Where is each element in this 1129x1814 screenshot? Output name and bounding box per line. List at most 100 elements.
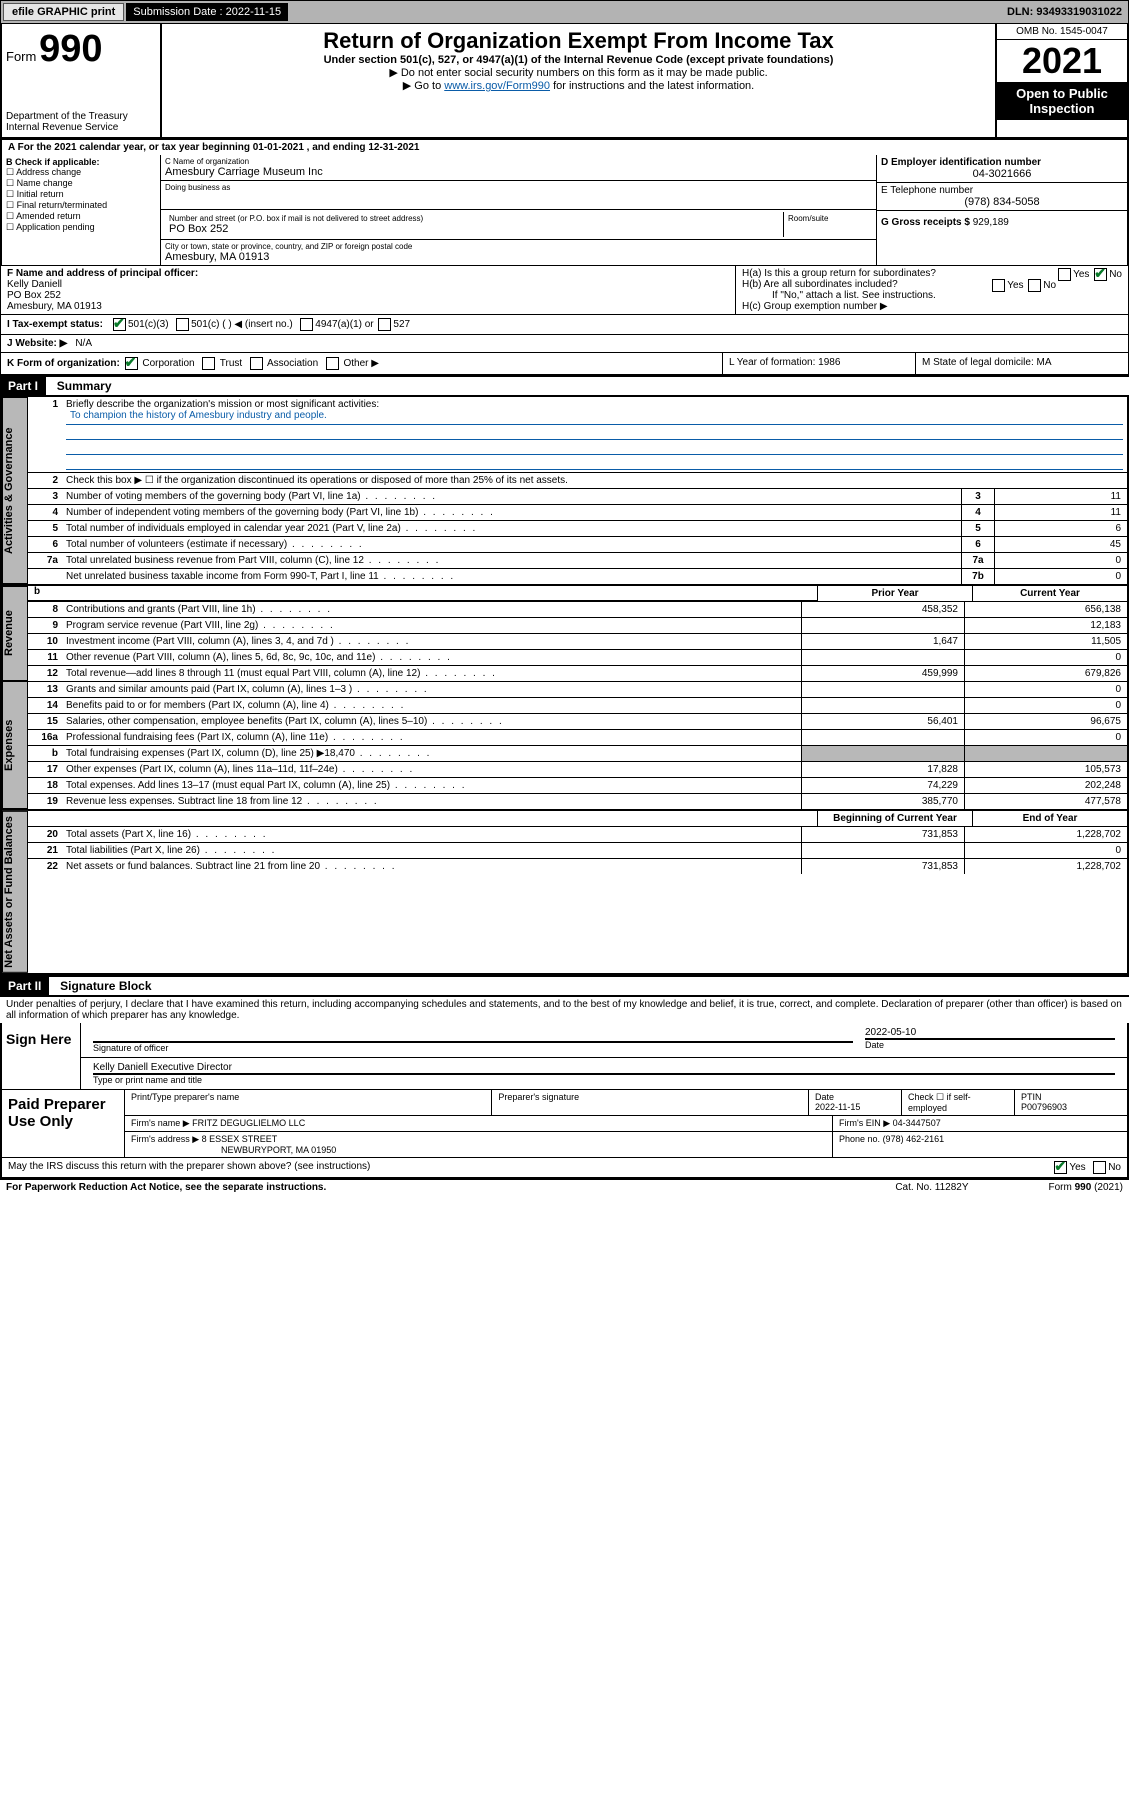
section-netassets: Net Assets or Fund Balances Beginning of… bbox=[0, 809, 1129, 975]
perjury-declaration: Under penalties of perjury, I declare th… bbox=[0, 997, 1129, 1023]
side-expenses: Expenses bbox=[2, 681, 28, 809]
form-number: 990 bbox=[39, 28, 102, 70]
subtitle-2: ▶ Do not enter social security numbers o… bbox=[166, 66, 991, 79]
l-year-formation: L Year of formation: 1986 bbox=[723, 353, 916, 374]
open-to-public: Open to Public Inspection bbox=[997, 82, 1127, 120]
i-tax-exempt: I Tax-exempt status: 501(c)(3) 501(c) ( … bbox=[0, 315, 1129, 335]
summary-row: 15Salaries, other compensation, employee… bbox=[28, 713, 1127, 729]
ptin-value: P00796903 bbox=[1021, 1102, 1067, 1112]
sign-here-label: Sign Here bbox=[2, 1023, 80, 1089]
summary-row: 21Total liabilities (Part X, line 26)0 bbox=[28, 842, 1127, 858]
summary-row: 3Number of voting members of the governi… bbox=[28, 488, 1127, 504]
sig-officer-label: Signature of officer bbox=[93, 1041, 853, 1053]
summary-row: 6Total number of volunteers (estimate if… bbox=[28, 536, 1127, 552]
section-expenses: Expenses 13Grants and similar amounts pa… bbox=[0, 681, 1129, 809]
sig-date: 2022-05-10 bbox=[865, 1027, 1115, 1038]
side-ag: Activities & Governance bbox=[2, 397, 28, 584]
firm-name: FRITZ DEGUGLIELMO LLC bbox=[192, 1118, 305, 1128]
summary-row: 5Total number of individuals employed in… bbox=[28, 520, 1127, 536]
signature-block: Sign Here Signature of officer 2022-05-1… bbox=[0, 1023, 1129, 1179]
cat-no: Cat. No. 11282Y bbox=[895, 1182, 968, 1193]
summary-row: 19Revenue less expenses. Subtract line 1… bbox=[28, 793, 1127, 809]
col-beginning: Beginning of Current Year bbox=[817, 811, 972, 826]
gross-receipts-value: 929,189 bbox=[973, 217, 1009, 228]
paid-preparer-label: Paid Preparer Use Only bbox=[2, 1090, 124, 1157]
street-label: Number and street (or P.O. box if mail i… bbox=[169, 214, 779, 223]
tax-year: 2021 bbox=[997, 40, 1127, 82]
phone-label: E Telephone number bbox=[881, 185, 1123, 196]
side-netassets: Net Assets or Fund Balances bbox=[2, 811, 28, 973]
prep-sig-label: Preparer's signature bbox=[492, 1090, 809, 1115]
dba-label: Doing business as bbox=[165, 183, 872, 192]
summary-row: 4Number of independent voting members of… bbox=[28, 504, 1127, 520]
b-opt-pending: ☐ Application pending bbox=[6, 222, 156, 233]
summary-row: 20Total assets (Part X, line 16)731,8531… bbox=[28, 826, 1127, 842]
summary-row: 9Program service revenue (Part VIII, lin… bbox=[28, 617, 1127, 633]
firm-addr1: 8 ESSEX STREET bbox=[202, 1134, 278, 1144]
officer-name: Kelly Daniell bbox=[7, 279, 729, 290]
summary-row: 8Contributions and grants (Part VIII, li… bbox=[28, 601, 1127, 617]
omb-number: OMB No. 1545-0047 bbox=[997, 24, 1127, 40]
c-name-label: C Name of organization bbox=[165, 157, 872, 166]
discuss-row: May the IRS discuss this return with the… bbox=[2, 1157, 1127, 1177]
summary-row: Net unrelated business taxable income fr… bbox=[28, 568, 1127, 584]
summary-row: 22Net assets or fund balances. Subtract … bbox=[28, 858, 1127, 874]
summary-row: 7aTotal unrelated business revenue from … bbox=[28, 552, 1127, 568]
org-name: Amesbury Carriage Museum Inc bbox=[165, 166, 872, 178]
submission-date: Submission Date : 2022-11-15 bbox=[126, 3, 288, 21]
mission-text: To champion the history of Amesbury indu… bbox=[66, 410, 1123, 425]
efile-button[interactable]: efile GRAPHIC print bbox=[3, 3, 124, 21]
form-word: Form bbox=[6, 49, 36, 64]
form-title: Return of Organization Exempt From Incom… bbox=[166, 28, 991, 54]
b-opt-address: ☐ Address change bbox=[6, 167, 156, 178]
summary-row: 14Benefits paid to or for members (Part … bbox=[28, 697, 1127, 713]
part2-bar: Part II Signature Block bbox=[0, 975, 1129, 997]
phone-value: (978) 834-5058 bbox=[881, 196, 1123, 208]
irs-link[interactable]: www.irs.gov/Form990 bbox=[444, 80, 550, 92]
summary-row: bTotal fundraising expenses (Part IX, co… bbox=[28, 745, 1127, 761]
summary-row: 18Total expenses. Add lines 13–17 (must … bbox=[28, 777, 1127, 793]
officer-addr2: Amesbury, MA 01913 bbox=[7, 301, 729, 312]
prep-date: 2022-11-15 bbox=[815, 1102, 860, 1112]
dln-label: DLN: 93493319031022 bbox=[1007, 6, 1128, 18]
firm-phone: (978) 462-2161 bbox=[883, 1134, 945, 1144]
col-end: End of Year bbox=[972, 811, 1127, 826]
page-footer: For Paperwork Reduction Act Notice, see … bbox=[0, 1179, 1129, 1195]
side-revenue: Revenue bbox=[2, 586, 28, 681]
identity-block: B Check if applicable: ☐ Address change … bbox=[0, 155, 1129, 266]
dept-treasury: Department of the Treasury bbox=[6, 111, 156, 122]
b-opt-initial: ☐ Initial return bbox=[6, 189, 156, 200]
summary-row: 16aProfessional fundraising fees (Part I… bbox=[28, 729, 1127, 745]
room-label: Room/suite bbox=[788, 214, 868, 223]
k-row: K Form of organization: Corporation Trus… bbox=[0, 353, 1129, 375]
subtitle-1: Under section 501(c), 527, or 4947(a)(1)… bbox=[166, 54, 991, 66]
b-opt-final: ☐ Final return/terminated bbox=[6, 200, 156, 211]
ein-label: D Employer identification number bbox=[881, 157, 1123, 168]
b-label: B Check if applicable: bbox=[6, 157, 156, 167]
summary-row: 10Investment income (Part VIII, column (… bbox=[28, 633, 1127, 649]
ha-line: H(a) Is this a group return for subordin… bbox=[742, 268, 1122, 279]
firm-addr2: NEWBURYPORT, MA 01950 bbox=[131, 1145, 336, 1155]
part1-bar: Part I Summary bbox=[0, 375, 1129, 397]
b-opt-name: ☐ Name change bbox=[6, 178, 156, 189]
subtitle-3: ▶ Go to www.irs.gov/Form990 for instruct… bbox=[166, 79, 991, 92]
form-header: Form 990 Department of the Treasury Inte… bbox=[0, 24, 1129, 139]
line-a-tax-year: A For the 2021 calendar year, or tax yea… bbox=[0, 139, 1129, 155]
ein-value: 04-3021666 bbox=[881, 168, 1123, 180]
top-toolbar: efile GRAPHIC print Submission Date : 20… bbox=[0, 0, 1129, 24]
col-current: Current Year bbox=[972, 586, 1127, 601]
section-ag: Activities & Governance 1 Briefly descri… bbox=[0, 397, 1129, 584]
l2-text: Check this box ▶ ☐ if the organization d… bbox=[62, 473, 1127, 488]
section-revenue: Revenue b Prior Year Current Year 8Contr… bbox=[0, 584, 1129, 681]
pra-notice: For Paperwork Reduction Act Notice, see … bbox=[6, 1182, 895, 1193]
irs-label: Internal Revenue Service bbox=[6, 122, 156, 133]
city-value: Amesbury, MA 01913 bbox=[165, 251, 872, 263]
col-prior: Prior Year bbox=[817, 586, 972, 601]
summary-row: 11Other revenue (Part VIII, column (A), … bbox=[28, 649, 1127, 665]
hb-note: If "No," attach a list. See instructions… bbox=[742, 290, 1122, 301]
firm-ein: 04-3447507 bbox=[893, 1118, 941, 1128]
city-label: City or town, state or province, country… bbox=[165, 242, 872, 251]
summary-row: 13Grants and similar amounts paid (Part … bbox=[28, 681, 1127, 697]
f-label: F Name and address of principal officer: bbox=[7, 268, 729, 279]
sig-date-label: Date bbox=[865, 1038, 1115, 1050]
